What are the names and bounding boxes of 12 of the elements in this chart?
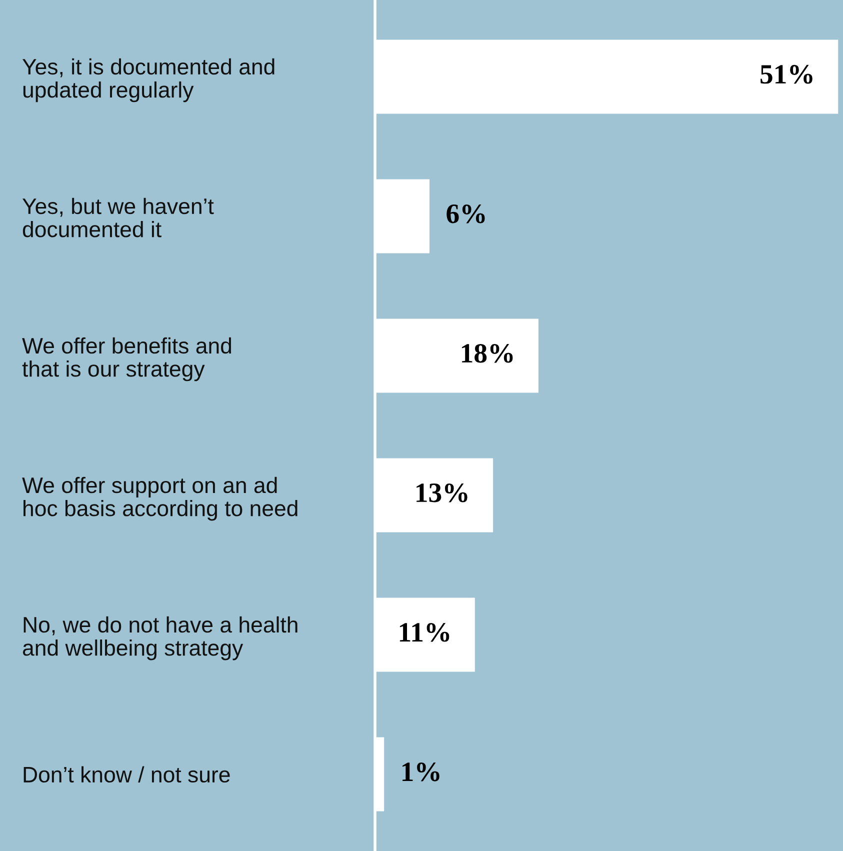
data-label: 1% bbox=[402, 762, 440, 782]
data-label: 18% bbox=[462, 344, 513, 363]
y-tick-label: We offer benefits and that is our strategy bbox=[22, 337, 232, 382]
y-tick-label: We offer support on an ad hoc basis according to need bbox=[22, 476, 298, 521]
y-tick-label: Don’t know / not sure bbox=[24, 766, 230, 783]
y-tick-label: No, we do not have a health and wellbeing strategy bbox=[22, 616, 298, 660]
data-label: 6% bbox=[446, 204, 485, 224]
data-label: 51% bbox=[760, 64, 812, 84]
data-label: 13% bbox=[416, 483, 468, 502]
y-tick-label: Yes, it is documented and updated regularly bbox=[22, 58, 274, 102]
data-label: 11% bbox=[400, 622, 450, 642]
y-tick-label: Yes, but we haven’t documented it bbox=[22, 198, 214, 238]
